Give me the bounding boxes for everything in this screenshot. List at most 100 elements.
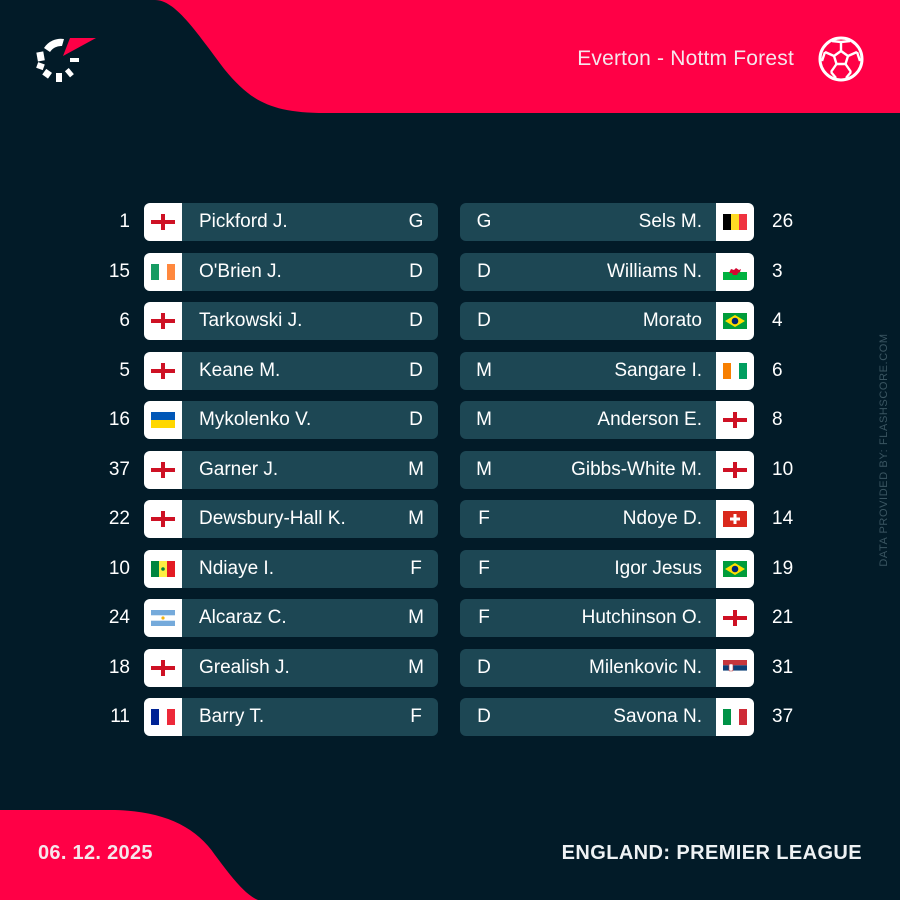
player-position: G <box>408 211 424 232</box>
ireland-flag-icon <box>151 263 175 280</box>
england-flag-icon <box>151 214 175 230</box>
player-name: Dewsbury-Hall K. <box>199 508 346 529</box>
player-position: M <box>408 656 424 678</box>
player-position: M <box>408 607 424 628</box>
player-name: Pickford J. <box>199 211 288 232</box>
player-number: 22 <box>108 508 130 529</box>
player-number: 10 <box>772 458 794 480</box>
player-number: 6 <box>772 359 783 381</box>
player-card[interactable]: F Ndoye D. <box>460 500 754 538</box>
player-number: 37 <box>772 706 794 727</box>
player-name: Barry T. <box>199 706 265 727</box>
player-name: Tarkowski J. <box>199 310 303 331</box>
player-number: 19 <box>772 557 794 579</box>
player-name: Garner J. <box>199 458 279 480</box>
data-provider-credit: DATA PROVIDED BY: FLASHSCORE.COM <box>878 333 890 567</box>
ivory-coast-flag-icon <box>723 362 747 379</box>
player-name: Sels M. <box>638 211 702 232</box>
player-number: 11 <box>110 706 130 727</box>
player-card[interactable]: O'Brien J. D <box>144 252 438 291</box>
player-card[interactable]: G Sels M. <box>460 203 754 241</box>
player-number: 10 <box>108 557 130 579</box>
player-name: Igor Jesus <box>614 557 702 579</box>
player-name: Sangare I. <box>614 359 702 381</box>
england-flag-icon <box>151 362 175 379</box>
player-card[interactable]: Alcaraz C. M <box>144 599 438 637</box>
player-position: D <box>409 359 423 381</box>
player-card[interactable]: D Milenkovic N. <box>460 648 754 687</box>
player-number: 1 <box>119 211 130 232</box>
player-card[interactable]: Garner J. M <box>144 450 438 489</box>
player-number: 31 <box>772 656 794 678</box>
player-card[interactable]: M Gibbs-White M. <box>460 450 754 489</box>
soccer-ball-icon <box>818 36 864 82</box>
player-card[interactable]: F Hutchinson O. <box>460 599 754 637</box>
player-name: Williams N. <box>607 260 702 282</box>
player-position: F <box>478 607 490 628</box>
player-name: O'Brien J. <box>199 260 282 282</box>
player-card[interactable]: Pickford J. G <box>144 203 438 241</box>
player-position: D <box>477 706 491 727</box>
player-position: M <box>476 458 492 480</box>
player-name: Hutchinson O. <box>581 607 702 628</box>
player-position: F <box>478 557 490 579</box>
player-card[interactable]: D Morato <box>460 302 754 340</box>
england-flag-icon <box>723 412 747 428</box>
player-card[interactable]: Barry T. F <box>144 698 438 736</box>
england-flag-icon <box>151 313 175 329</box>
player-number: 4 <box>772 310 783 331</box>
player-position: D <box>409 310 423 331</box>
player-card[interactable]: Tarkowski J. D <box>144 302 438 340</box>
match-title: Everton - Nottm Forest <box>577 47 794 70</box>
player-position: M <box>476 359 492 381</box>
player-card[interactable]: D Savona N. <box>460 698 754 736</box>
argentina-flag-icon <box>151 610 175 626</box>
player-name: Mykolenko V. <box>199 409 312 430</box>
brazil-flag-icon <box>723 313 747 329</box>
player-number: 24 <box>108 607 130 628</box>
player-name: Savona N. <box>613 706 702 727</box>
player-card[interactable]: Grealish J. M <box>144 648 438 687</box>
player-position: D <box>409 409 423 430</box>
player-name: Ndoye D. <box>622 508 702 529</box>
player-card[interactable]: D Williams N. <box>460 252 754 291</box>
player-card[interactable]: M Anderson E. <box>460 401 754 439</box>
player-name: Gibbs-White M. <box>571 458 702 480</box>
header-banner <box>155 0 900 113</box>
player-number: 3 <box>772 260 783 282</box>
player-position: D <box>477 656 491 678</box>
player-number: 6 <box>119 310 130 331</box>
england-flag-icon <box>723 461 747 478</box>
player-name: Morato <box>642 310 702 331</box>
belgium-flag-icon <box>723 214 747 230</box>
player-name: Grealish J. <box>199 656 290 678</box>
italy-flag-icon <box>723 709 747 725</box>
player-number: 21 <box>772 607 794 628</box>
player-position: D <box>409 260 423 282</box>
england-flag-icon <box>151 461 175 478</box>
player-name: Milenkovic N. <box>589 656 702 678</box>
player-card[interactable]: Keane M. D <box>144 351 438 390</box>
brazil-flag-icon <box>723 560 747 577</box>
player-number: 26 <box>772 211 794 232</box>
wales-flag-icon <box>723 263 747 280</box>
player-name: Anderson E. <box>597 409 702 430</box>
player-number: 18 <box>108 656 130 678</box>
player-position: M <box>476 409 492 430</box>
england-flag-icon <box>151 659 175 676</box>
player-position: D <box>477 260 491 282</box>
player-name: Keane M. <box>199 359 281 381</box>
player-card[interactable]: Dewsbury-Hall K. M <box>144 500 438 538</box>
player-name: Ndiaye I. <box>199 557 274 579</box>
england-flag-icon <box>151 511 175 527</box>
player-card[interactable]: M Sangare I. <box>460 351 754 390</box>
player-card[interactable]: F Igor Jesus <box>460 549 754 588</box>
player-position: F <box>410 557 422 579</box>
footer-banner <box>0 810 258 900</box>
player-card[interactable]: Mykolenko V. D <box>144 401 438 439</box>
player-number: 15 <box>108 260 130 282</box>
player-position: F <box>410 706 422 727</box>
senegal-flag-icon <box>151 560 175 577</box>
player-number: 14 <box>772 508 794 529</box>
player-card[interactable]: Ndiaye I. F <box>144 549 438 588</box>
